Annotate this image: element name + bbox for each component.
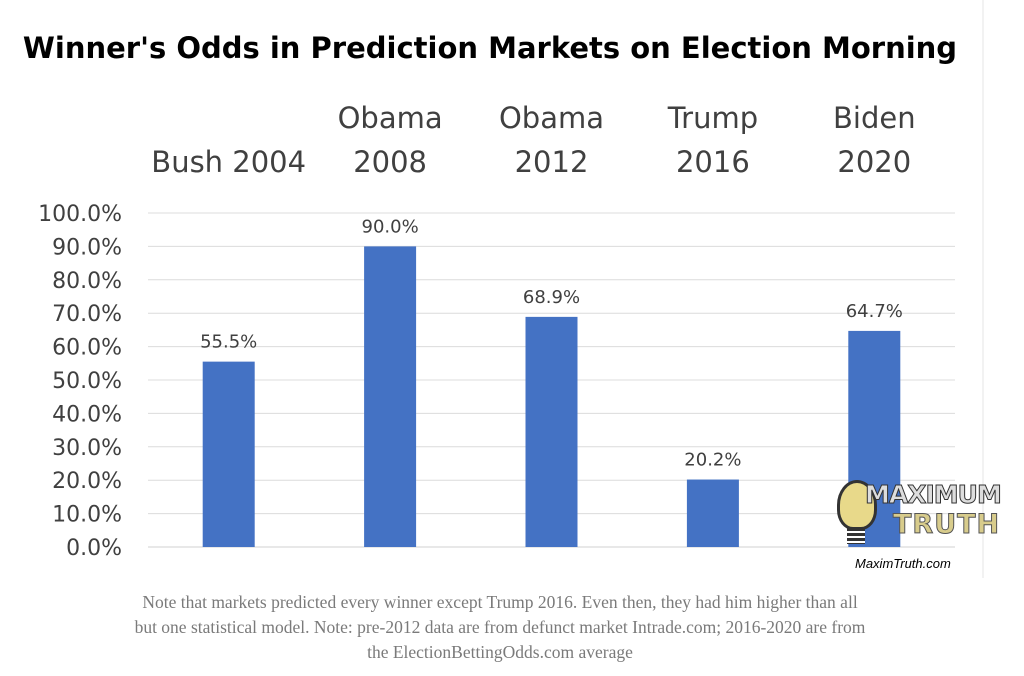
y-tick-label: 40.0% — [52, 402, 122, 427]
category-label: Biden — [833, 101, 916, 135]
data-label: 64.7% — [846, 301, 903, 322]
category-label: 2008 — [353, 145, 427, 179]
y-tick-label: 80.0% — [52, 269, 122, 294]
data-label: 55.5% — [200, 332, 257, 353]
category-label: Trump — [667, 101, 758, 135]
data-label: 20.2% — [684, 450, 741, 471]
y-tick-label: 10.0% — [52, 503, 122, 528]
y-tick-label: 60.0% — [52, 336, 122, 361]
y-tick-label: 50.0% — [52, 369, 122, 394]
logo-line2: TRUTH — [892, 509, 1001, 541]
bar — [364, 246, 417, 547]
data-label: 90.0% — [362, 216, 419, 237]
category-label: 2012 — [515, 145, 589, 179]
y-tick-label: 70.0% — [52, 302, 122, 327]
footnote: Note that markets predicted every winner… — [134, 592, 866, 662]
category-label: 2020 — [837, 145, 911, 179]
bar — [525, 316, 578, 547]
category-label: 2016 — [676, 145, 750, 179]
data-label: 68.9% — [523, 287, 580, 308]
y-tick-label: 20.0% — [52, 469, 122, 494]
y-tick-label: 100.0% — [38, 202, 122, 227]
lightbulb-base-icon — [847, 528, 865, 544]
logo-line1: MAXIMUM — [865, 480, 1003, 510]
category-label: Obama — [499, 101, 604, 135]
y-tick-label: 0.0% — [66, 536, 122, 561]
bar — [686, 479, 739, 547]
bar — [202, 361, 255, 547]
chart-title: Winner's Odds in Prediction Markets on E… — [23, 31, 957, 65]
y-tick-label: 90.0% — [52, 235, 122, 260]
category-label: Bush 2004 — [151, 145, 306, 179]
logo-url: MaximTruth.com — [855, 556, 951, 571]
category-label: Obama — [338, 101, 443, 135]
y-tick-label: 30.0% — [52, 436, 122, 461]
maximum-truth-logo: MAXIMUM TRUTH MaximTruth.com — [835, 476, 1002, 576]
